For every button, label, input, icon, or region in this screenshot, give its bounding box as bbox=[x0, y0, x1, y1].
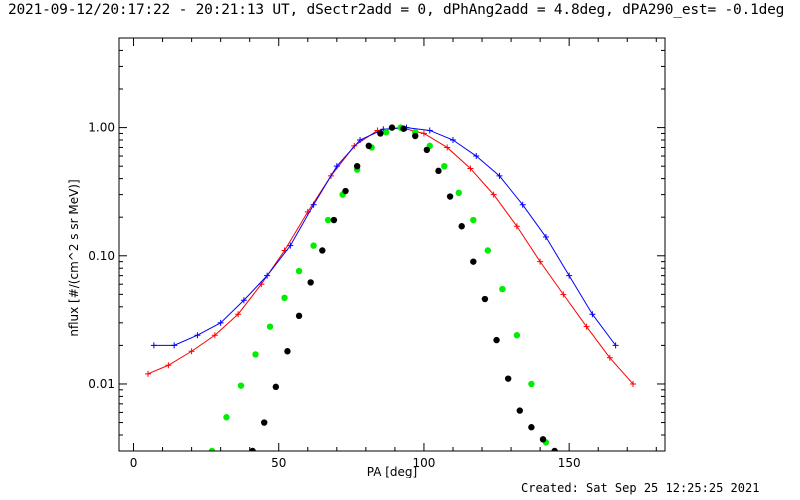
data-point-blue bbox=[496, 172, 503, 179]
y-axis: 0.01 0.10 1.00 bbox=[88, 37, 665, 452]
data-point-red bbox=[606, 354, 613, 361]
plot-frame bbox=[118, 37, 666, 452]
x-axis: 0 50 100 150 bbox=[130, 38, 657, 470]
fit-point-black bbox=[470, 258, 477, 265]
fit-point-black bbox=[493, 336, 500, 344]
fit-point-green bbox=[252, 351, 259, 358]
data-point-blue bbox=[589, 311, 596, 318]
data-point-red bbox=[630, 380, 637, 387]
data-point-red bbox=[537, 258, 544, 265]
fit-point-black bbox=[307, 279, 314, 286]
data-point-red bbox=[165, 362, 172, 369]
data-point-red bbox=[235, 311, 242, 318]
fit-point-black bbox=[528, 424, 535, 431]
fit-point-green bbox=[223, 414, 230, 421]
series-layer bbox=[145, 124, 637, 451]
fit-point-black bbox=[388, 124, 396, 131]
fit-point-black bbox=[539, 436, 547, 443]
data-point-blue bbox=[612, 342, 619, 349]
fit-point-black bbox=[365, 142, 372, 150]
fit-point-black bbox=[423, 146, 431, 154]
fit-point-black bbox=[353, 162, 361, 170]
fit-point-green bbox=[310, 242, 317, 249]
chart-title: 2021-09-12/20:17:22 - 20:21:13 UT, dSect… bbox=[8, 2, 785, 18]
data-point-blue bbox=[566, 272, 573, 279]
data-point-red bbox=[188, 348, 195, 355]
x-tick-label: 100 bbox=[412, 456, 435, 470]
y-tick-label: 0.01 bbox=[88, 377, 115, 391]
data-point-blue bbox=[426, 127, 433, 134]
fit-point-green bbox=[484, 247, 492, 254]
data-point-red bbox=[145, 370, 152, 377]
data-point-red bbox=[444, 144, 451, 151]
data-point-blue bbox=[357, 137, 364, 144]
data-point-red bbox=[583, 323, 590, 330]
data-point-red bbox=[420, 130, 427, 137]
chart-plot: 0 50 100 150 0.01 0.10 1.00 PA [deg] nflux [#… bbox=[67, 37, 666, 478]
y-tick-label: 0.10 bbox=[88, 249, 115, 263]
fit-point-black bbox=[435, 167, 442, 175]
data-point-blue bbox=[264, 272, 271, 279]
x-tick-label: 50 bbox=[271, 456, 286, 470]
fit-point-black bbox=[400, 125, 407, 132]
y-axis-label: nflux [#/(cm^2 s sr MeV)] bbox=[67, 179, 81, 336]
created-timestamp: Created: Sat Sep 25 12:25:25 2021 bbox=[521, 481, 760, 495]
fit-point-black bbox=[377, 130, 384, 137]
data-point-red bbox=[211, 332, 218, 339]
fit-point-black bbox=[551, 447, 558, 451]
fit-point-black bbox=[261, 419, 268, 426]
fit-point-black bbox=[458, 223, 465, 230]
data-point-blue bbox=[449, 137, 456, 144]
fit-point-black bbox=[249, 447, 256, 451]
fit-point-black bbox=[330, 216, 338, 224]
fit-point-green bbox=[470, 216, 477, 224]
fit-point-green bbox=[441, 162, 448, 170]
fit-point-black bbox=[284, 348, 291, 355]
series-red-line bbox=[147, 127, 634, 385]
data-point-blue bbox=[240, 297, 247, 304]
fit-point-black bbox=[446, 193, 454, 200]
data-point-red bbox=[467, 165, 474, 172]
fit-point-black bbox=[504, 375, 512, 382]
data-point-blue bbox=[171, 342, 178, 349]
data-point-blue bbox=[473, 153, 480, 160]
x-axis-label: PA [deg] bbox=[367, 465, 417, 478]
data-point-red bbox=[513, 223, 520, 230]
fit-point-green bbox=[324, 216, 332, 224]
data-point-blue bbox=[217, 319, 224, 326]
fit-point-black bbox=[412, 132, 419, 140]
fit-point-green bbox=[237, 382, 245, 389]
data-point-blue bbox=[333, 163, 340, 170]
fit-point-green bbox=[499, 285, 506, 293]
fit-point-black bbox=[319, 247, 326, 254]
data-point-blue bbox=[519, 201, 526, 208]
fit-point-black bbox=[272, 383, 280, 391]
fit-point-green bbox=[382, 129, 390, 136]
data-point-red bbox=[560, 291, 567, 298]
fit-point-black bbox=[342, 187, 349, 195]
data-point-blue bbox=[194, 332, 201, 339]
data-point-blue bbox=[150, 342, 157, 349]
fit-point-green bbox=[208, 447, 216, 451]
data-point-red bbox=[490, 191, 497, 198]
fit-point-green bbox=[281, 294, 288, 302]
fit-point-black bbox=[481, 295, 489, 303]
fit-point-green bbox=[295, 267, 303, 275]
fit-point-green bbox=[513, 332, 521, 339]
x-tick-label: 0 bbox=[130, 456, 138, 470]
fit-point-black bbox=[295, 312, 303, 320]
fit-point-green bbox=[455, 189, 462, 197]
x-tick-label: 150 bbox=[558, 456, 581, 470]
fit-point-green bbox=[528, 380, 535, 388]
data-point-blue bbox=[287, 242, 294, 249]
data-point-blue bbox=[310, 201, 317, 208]
fit-point-green bbox=[266, 323, 274, 330]
fit-point-black bbox=[516, 407, 523, 414]
data-point-blue bbox=[542, 234, 549, 241]
y-tick-label: 1.00 bbox=[88, 121, 115, 135]
